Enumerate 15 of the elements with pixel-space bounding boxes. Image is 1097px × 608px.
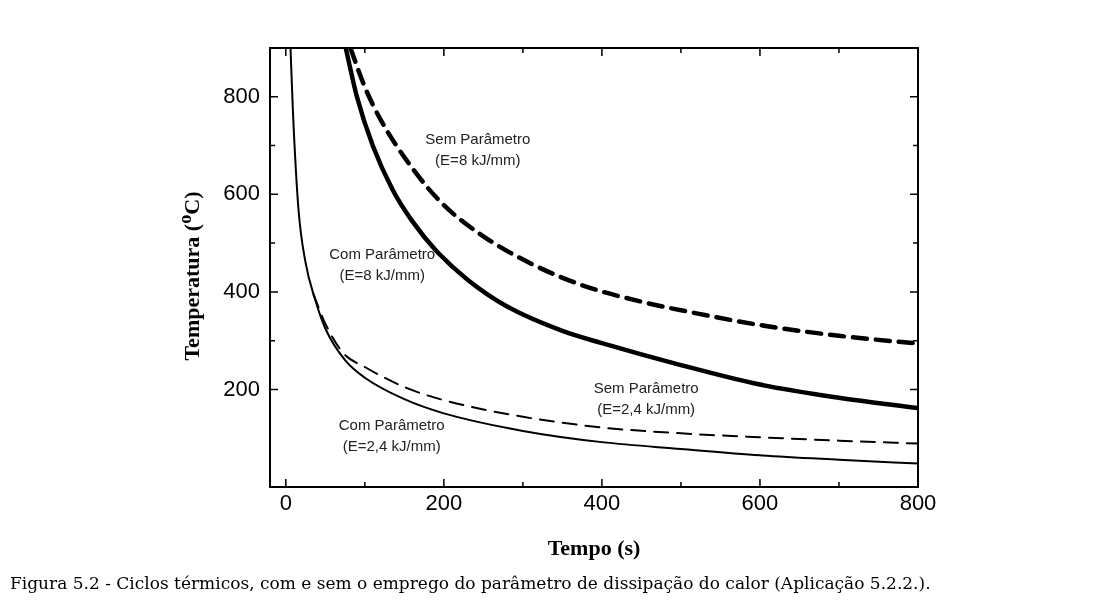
series-label: Com Parâmetro (E=2,4 kJ/mm) xyxy=(338,415,445,454)
x-tick-label: 200 xyxy=(425,490,463,516)
series-label: Com Parâmetro (E=8 kJ/mm) xyxy=(329,244,436,283)
y-tick-label: 400 xyxy=(223,277,260,303)
y-tick-label: 600 xyxy=(223,180,260,206)
x-axis-title: Tempo (s) xyxy=(547,535,641,561)
x-tick-label: 400 xyxy=(583,490,621,516)
x-tick-label: 600 xyxy=(741,490,779,516)
text: Figura 5.2 - Ciclos térmicos, com e sem o emprego do parâmetro de dissipação do calor (Aplicação 5.2.2.). xyxy=(10,573,931,593)
y-tick-label: 200 xyxy=(223,375,260,401)
series-label: Sem Parâmetro (E=2,4 kJ/mm) xyxy=(593,378,699,417)
series-label: Sem Parâmetro (E=8 kJ/mm) xyxy=(425,130,531,169)
x-tick-label: 0 xyxy=(279,490,292,516)
x-tick-label: 800 xyxy=(899,490,937,516)
y-tick-label: 800 xyxy=(223,82,260,108)
